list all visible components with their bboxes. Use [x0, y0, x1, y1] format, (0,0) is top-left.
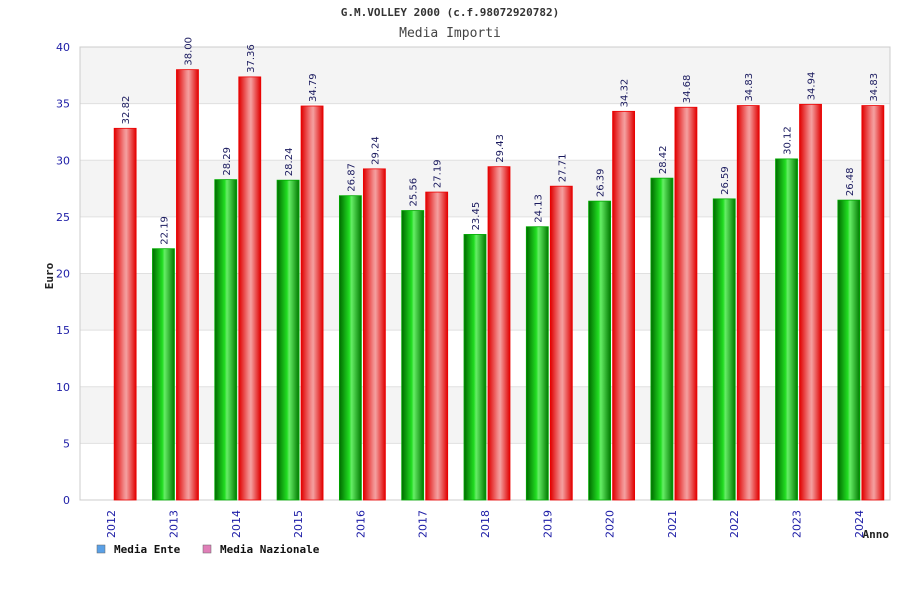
bar-media-ente-2020	[588, 200, 612, 501]
y-tick-label: 0	[63, 494, 70, 507]
legend-label-media-ente: Media Ente	[114, 543, 181, 556]
bar-media-nazionale-2012	[113, 127, 137, 501]
y-tick-label: 20	[56, 268, 70, 281]
x-tick-label: 2015	[292, 510, 305, 538]
chart-subtitle: Media Importi	[399, 26, 501, 41]
plot-band	[80, 103, 890, 161]
data-label-media-nazionale-2017: 27.19	[433, 159, 444, 188]
data-label-media-nazionale-2018: 29.43	[495, 134, 506, 163]
legend-label-media-nazionale: Media Nazionale	[220, 543, 320, 556]
x-tick-label: 2024	[853, 510, 866, 538]
x-tick-label: 2021	[666, 510, 679, 538]
data-label-media-nazionale-2023: 34.94	[807, 72, 818, 101]
data-label-media-nazionale-2013: 38.00	[183, 37, 194, 66]
x-axis-ticks: 2012 2013 2014 2015 2016 2017 2018 2019 2020 2021…	[105, 510, 866, 538]
data-label-media-ente-2017: 25.56	[409, 178, 420, 207]
y-tick-label: 40	[56, 41, 70, 54]
x-tick-label: 2017	[417, 510, 430, 538]
x-tick-label: 2019	[541, 510, 554, 538]
y-tick-label: 5	[63, 437, 70, 450]
bar-media-ente-2023	[775, 158, 798, 501]
bar-media-nazionale-2023	[799, 103, 822, 501]
bar-media-nazionale-2024	[861, 105, 885, 501]
legend-item-media-nazionale[interactable]: Media Nazionale	[202, 543, 320, 556]
data-label-media-nazionale-2016: 29.24	[370, 136, 381, 165]
data-label-media-ente-2016: 26.87	[346, 163, 357, 192]
data-label-media-ente-2020: 26.39	[596, 168, 607, 197]
bar-media-ente-2021	[650, 177, 674, 501]
bar-media-ente-2015	[276, 179, 300, 501]
bar-media-ente-2022	[712, 198, 736, 501]
y-tick-label: 35	[56, 98, 70, 111]
y-tick-label: 15	[56, 324, 70, 337]
bar-media-ente-2018	[463, 234, 487, 501]
bar-media-ente-2017	[401, 210, 425, 501]
bar-media-nazionale-2021	[674, 106, 698, 501]
x-axis-label: Anno	[863, 528, 890, 541]
data-label-media-ente-2018: 23.45	[471, 202, 482, 231]
data-label-media-nazionale-2024: 34.83	[869, 73, 880, 102]
bar-media-nazionale-2020	[612, 110, 636, 501]
bar-media-nazionale-2014	[238, 76, 262, 501]
x-tick-label: 2022	[728, 510, 741, 538]
x-tick-label: 2014	[230, 510, 243, 538]
data-label-media-ente-2023: 30.12	[783, 126, 794, 155]
legend: Media Ente Media Nazionale	[96, 543, 320, 556]
y-axis-ticks: 0 5 10 15 20 25 30 35 40	[56, 41, 70, 507]
data-label-media-nazionale-2012: 32.82	[121, 96, 132, 125]
data-label-media-nazionale-2019: 27.71	[557, 154, 568, 183]
legend-swatch-media-ente	[96, 544, 106, 554]
data-label-media-nazionale-2022: 34.83	[744, 73, 755, 102]
y-tick-label: 10	[56, 381, 70, 394]
y-tick-label: 30	[56, 154, 70, 167]
y-axis-label: Euro	[43, 262, 56, 289]
x-tick-label: 2016	[354, 510, 367, 538]
x-tick-label: 2023	[791, 510, 804, 538]
bar-media-nazionale-2018	[487, 166, 511, 501]
bar-media-ente-2013	[152, 248, 175, 501]
y-tick-label: 25	[56, 211, 70, 224]
bar-media-ente-2019	[525, 226, 549, 501]
data-label-media-ente-2013: 22.19	[159, 216, 170, 245]
data-label-media-nazionale-2014: 37.36	[246, 44, 257, 73]
data-label-media-ente-2022: 26.59	[720, 166, 731, 195]
data-label-media-ente-2014: 28.29	[222, 147, 233, 176]
plot-band	[80, 160, 890, 217]
data-labels: 32.82 22.19 38.00 28.29 37.36 28.24 34.79 26.87…	[121, 37, 880, 245]
bar-media-ente-2024	[837, 199, 861, 501]
plot-band	[80, 47, 890, 104]
bars	[113, 69, 885, 501]
bar-media-nazionale-2017	[425, 191, 449, 501]
bar-media-ente-2016	[338, 195, 362, 501]
bar-media-nazionale-2022	[736, 105, 760, 501]
bar-media-nazionale-2013	[176, 69, 199, 501]
chart-title: G.M.VOLLEY 2000 (c.f.98072920782)	[341, 6, 560, 19]
data-label-media-ente-2024: 26.48	[845, 167, 856, 196]
data-label-media-nazionale-2015: 34.79	[308, 73, 319, 102]
legend-item-media-ente[interactable]: Media Ente	[96, 543, 181, 556]
data-label-media-ente-2015: 28.24	[284, 148, 295, 177]
data-label-media-nazionale-2021: 34.68	[682, 75, 693, 104]
data-label-media-nazionale-2020: 34.32	[620, 79, 631, 108]
x-tick-label: 2018	[479, 510, 492, 538]
x-tick-label: 2020	[604, 510, 617, 538]
bar-media-nazionale-2015	[300, 105, 324, 501]
bar-media-nazionale-2019	[549, 185, 573, 501]
data-label-media-ente-2021: 28.42	[658, 146, 669, 175]
x-tick-label: 2013	[167, 510, 180, 538]
bar-media-nazionale-2016	[362, 168, 386, 501]
legend-swatch-media-nazionale	[202, 544, 212, 554]
data-label-media-ente-2019: 24.13	[533, 194, 544, 223]
x-tick-label: 2012	[105, 510, 118, 538]
bar-media-ente-2014	[214, 179, 238, 501]
